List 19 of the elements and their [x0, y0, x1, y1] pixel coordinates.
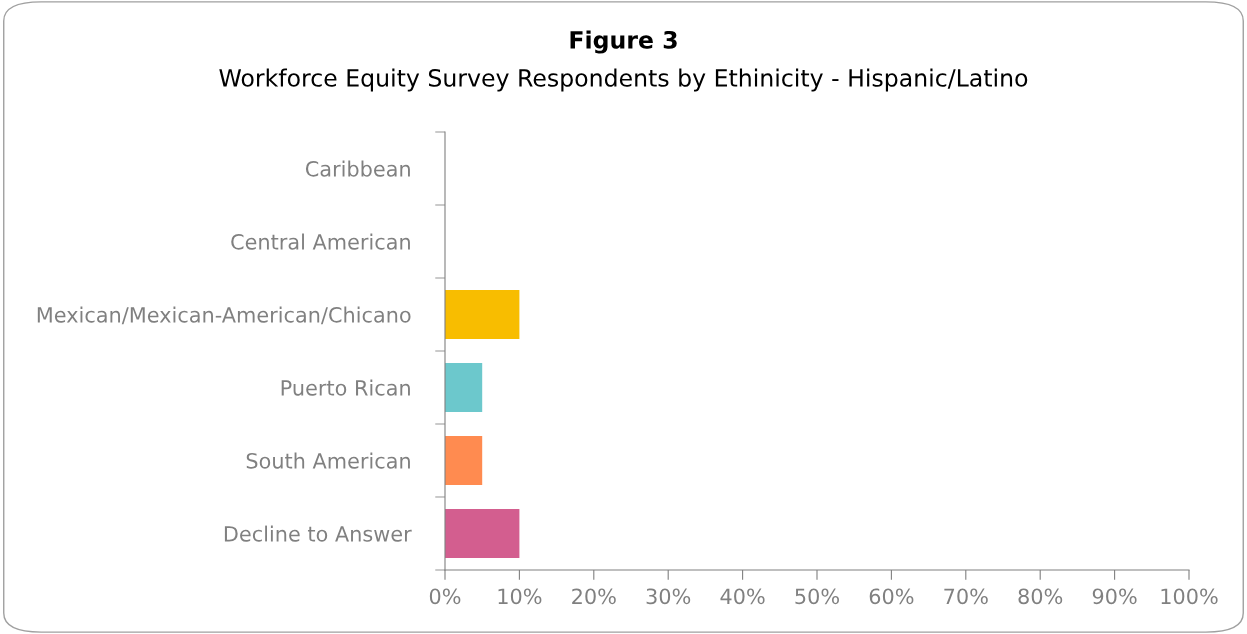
x-tick-label: 50% — [795, 588, 839, 605]
x-tick-label: 60% — [869, 588, 914, 605]
y-tick-label: Puerto Rican — [281, 379, 410, 396]
chart-subtitle: Workforce Equity Survey Respondents by Ethinicity - Hispanic/Latino — [219, 68, 1028, 92]
x-tick-label: 30% — [646, 588, 691, 605]
x-tick-label: 90% — [1092, 588, 1137, 605]
y-tick-label: South American — [246, 452, 410, 469]
y-tick-label: Caribbean — [305, 160, 410, 177]
x-tick-label: 10% — [498, 588, 542, 605]
x-tick-label: 70% — [944, 588, 988, 605]
y-tick-label: Mexican/Mexican-American/Chicano — [37, 306, 411, 325]
x-tick-label: 20% — [572, 588, 616, 605]
y-tick-label: Decline to Answer — [224, 525, 412, 542]
x-tick-label: 0% — [429, 588, 461, 605]
y-tick-label: Central American — [231, 233, 410, 250]
chart-title: Figure 3 — [570, 30, 677, 54]
x-tick-label: 40% — [720, 588, 765, 605]
x-tick-label: 80% — [1018, 588, 1063, 605]
x-tick-label: 100% — [1161, 588, 1218, 605]
